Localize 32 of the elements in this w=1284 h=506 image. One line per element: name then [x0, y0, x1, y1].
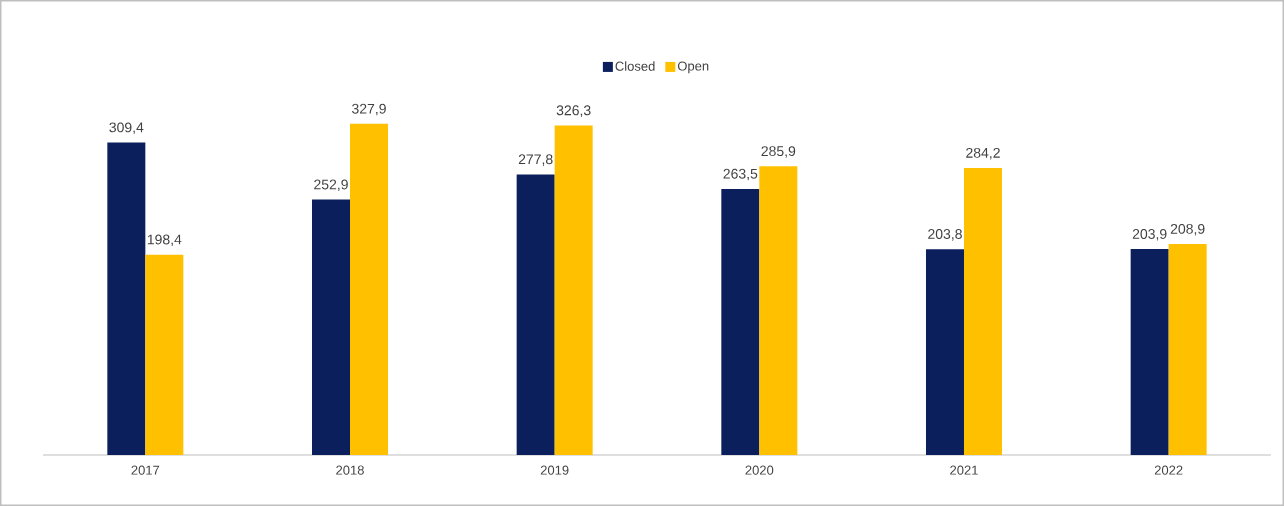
data-label: 309,4: [109, 122, 144, 135]
data-label: 263,5: [723, 168, 758, 181]
bar: [350, 123, 388, 455]
data-label: 285,9: [761, 146, 796, 158]
x-tick-label: 2017: [131, 465, 160, 475]
data-label: 208,9: [1170, 223, 1205, 236]
x-tick-label: 2022: [1154, 465, 1183, 475]
data-label: 203,9: [1132, 228, 1167, 241]
legend-label: Open: [677, 61, 709, 74]
data-label: 327,9: [352, 103, 386, 116]
bar: [312, 199, 350, 455]
data-label: 277,8: [518, 154, 553, 166]
bar: [1130, 249, 1169, 455]
data-label: 326,3: [556, 105, 591, 117]
x-tick-label: 2018: [336, 465, 364, 475]
data-label: 284,2: [966, 147, 1000, 160]
bar: [963, 167, 1002, 455]
bar: [554, 125, 593, 455]
bar: [721, 188, 760, 455]
bar: [145, 254, 184, 455]
legend-label: Closed: [615, 61, 655, 71]
bar: [516, 174, 555, 455]
x-tick-label: 2019: [540, 465, 569, 475]
data-label: 252,9: [314, 179, 348, 192]
bar: [1168, 244, 1207, 455]
bar: [107, 142, 146, 455]
bar: [759, 166, 798, 455]
x-tick-label: 2020: [745, 465, 774, 475]
x-tick-label: 2021: [950, 465, 978, 475]
data-label: 198,4: [147, 234, 182, 247]
bar: [925, 249, 964, 455]
data-label: 203,8: [928, 229, 962, 241]
